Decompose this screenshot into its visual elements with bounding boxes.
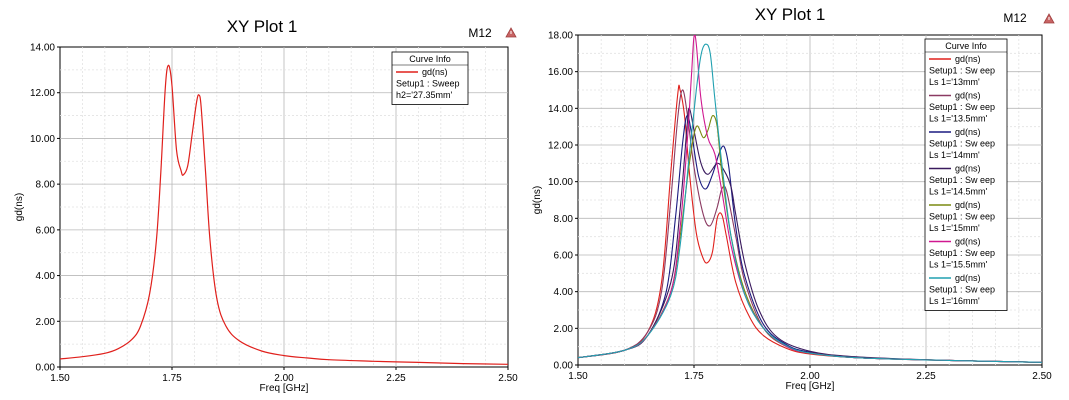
- legend-entry: gd(ns)Setup1 : Sw eep Ls 1='13.5mm': [929, 91, 995, 124]
- y-tick-label: 2.00: [554, 324, 574, 335]
- y-tick-label: 4.00: [36, 271, 56, 282]
- legend-series-detail: Ls 1='13.5mm': [929, 114, 987, 124]
- legend-box: [924, 38, 1008, 311]
- series-group: [60, 64, 508, 365]
- x-tick-label: 2.50: [498, 373, 518, 384]
- legend[interactable]: Curve Info gd(ns) Setup1 : Sweeph2='27.35m…: [391, 51, 469, 105]
- y-tick-label: 18.00: [548, 31, 573, 42]
- chart-panel-1: XY Plot 1 M12 1.50 1.75 2.00 2.25 2.50 0.00 2.00…: [7, 7, 518, 394]
- legend-series-detail: Ls 1='15.5mm': [929, 260, 987, 270]
- y-tick-label: 2.00: [36, 317, 56, 328]
- legend-title: Curve Info: [409, 54, 451, 64]
- legend-series-detail: Setup1 : Sw eep: [929, 212, 995, 222]
- series-line-7: [578, 43, 1042, 363]
- warning-icon[interactable]: [505, 27, 517, 38]
- y-axis-label: gd(ns): [532, 186, 543, 214]
- y-tick-label: 12.00: [548, 141, 573, 152]
- legend-series-name: gd(ns): [955, 54, 981, 64]
- legend-box: [391, 51, 469, 105]
- legend-series-detail: Setup1 : Sw eep: [929, 139, 995, 149]
- legend-title: Curve Info: [945, 41, 987, 51]
- series-group: [578, 35, 1042, 363]
- y-tick-label: 8.00: [554, 214, 574, 225]
- legend-series-name: gd(ns): [955, 273, 981, 283]
- legend-series-detail: Setup1 : Sw eep: [929, 285, 995, 295]
- x-tick-label: 1.50: [568, 371, 588, 382]
- y-tick-label: 4.00: [554, 287, 574, 298]
- legend-series-detail: Ls 1='16mm': [929, 296, 980, 306]
- y-tick-label: 12.00: [30, 88, 55, 99]
- legend-series-detail: Setup1 : Sw eep: [929, 175, 995, 185]
- legend-series-detail: h2='27.35mm': [396, 90, 453, 100]
- y-tick-label: 16.00: [548, 67, 573, 78]
- chart-title: XY Plot 1: [227, 17, 298, 36]
- legend-series-detail: Setup1 : Sw eep: [929, 66, 995, 76]
- chart-panel-2: XY Plot 1 M12 1.50 1.75 2.00 2.25 2.50 0.00 2.00…: [526, 5, 1063, 393]
- y-tick-label: 6.00: [36, 225, 56, 236]
- y-axis-label: gd(ns): [14, 193, 25, 221]
- warning-icon[interactable]: [1043, 13, 1055, 24]
- x-tick-label: 1.50: [50, 373, 70, 384]
- legend-series-name: gd(ns): [422, 67, 448, 77]
- legend-series-detail: Setup1 : Sweep: [396, 79, 460, 89]
- y-tick-label: 10.00: [548, 177, 573, 188]
- x-tick-label: 2.25: [916, 371, 936, 382]
- y-tick-label: 14.00: [30, 43, 55, 54]
- y-tick-label: 14.00: [548, 104, 573, 115]
- legend-series-name: gd(ns): [955, 127, 981, 137]
- legend-series-name: gd(ns): [955, 164, 981, 174]
- x-tick-label: 1.75: [684, 371, 704, 382]
- marker-label: M12: [1003, 11, 1027, 25]
- series-line-1: [60, 64, 508, 365]
- legend-entry: gd(ns)Setup1 : Sw eep Ls 1='14.5mm': [929, 164, 995, 197]
- legend-series-name: gd(ns): [955, 237, 981, 247]
- x-axis-label: Freq [GHz]: [260, 383, 309, 394]
- x-axis-label: Freq [GHz]: [786, 381, 835, 392]
- x-tick-label: 2.50: [1032, 371, 1052, 382]
- x-tick-label: 2.00: [274, 373, 294, 384]
- series-line-1: [578, 84, 1042, 363]
- series-line-3: [578, 114, 1042, 363]
- y-tick-label: 10.00: [30, 134, 55, 145]
- y-tick-label: 6.00: [554, 251, 574, 262]
- legend-series-detail: Setup1 : Sw eep: [929, 102, 995, 112]
- legend-entry: gd(ns)Setup1 : Sw eep Ls 1='15.5mm': [929, 237, 995, 270]
- legend-series-detail: Ls 1='13mm': [929, 77, 980, 87]
- legend-series-name: gd(ns): [955, 91, 981, 101]
- legend-series-detail: Setup1 : Sw eep: [929, 248, 995, 258]
- y-tick-label: 8.00: [36, 180, 56, 191]
- y-tick-label: 0.00: [554, 361, 574, 372]
- legend-series-detail: Ls 1='15mm': [929, 223, 980, 233]
- legend-series-detail: Ls 1='14mm': [929, 150, 980, 160]
- x-tick-label: 2.25: [386, 373, 406, 384]
- legend-series-detail: Ls 1='14.5mm': [929, 187, 987, 197]
- chart-title: XY Plot 1: [755, 5, 826, 24]
- y-tick-label: 0.00: [36, 363, 56, 374]
- x-tick-label: 2.00: [800, 371, 820, 382]
- marker-label: M12: [468, 26, 492, 40]
- legend-series-name: gd(ns): [955, 200, 981, 210]
- x-tick-label: 1.75: [162, 373, 182, 384]
